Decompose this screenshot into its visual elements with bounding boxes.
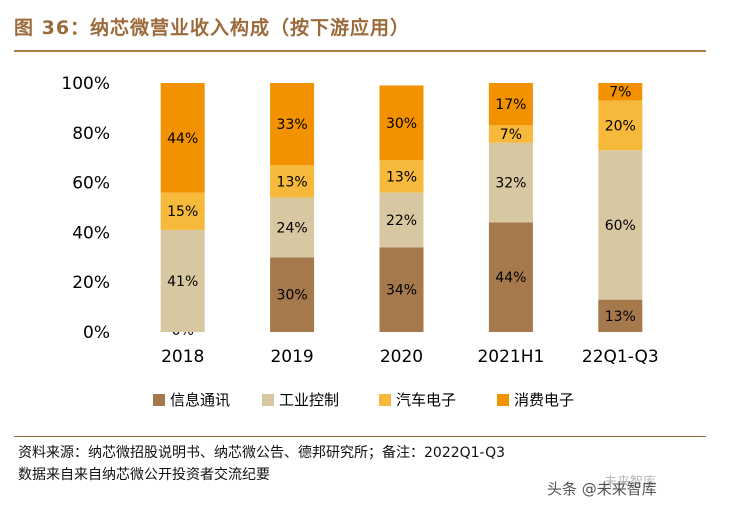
bar-segment-1: [160, 229, 205, 332]
bar-segment-2: [598, 100, 643, 151]
bar-segment-0: [379, 247, 424, 332]
data-label: 30%: [277, 288, 308, 304]
data-label: 15%: [167, 204, 198, 220]
y-tick-label: 0%: [83, 323, 110, 343]
watermark-faint: 未来智库: [604, 475, 657, 490]
data-label: 34%: [386, 283, 417, 299]
bar-segment-1: [379, 192, 424, 248]
data-label: 44%: [495, 270, 526, 286]
bar-segment-3: [270, 83, 315, 166]
data-label: 33%: [277, 117, 308, 133]
legend-label: 工业控制: [279, 391, 339, 409]
data-label: 24%: [277, 220, 308, 236]
bar-segment-2: [160, 192, 205, 230]
bar-segment-3: [488, 83, 533, 126]
bar-segment-3: [379, 85, 424, 161]
bar-segment-2: [488, 125, 533, 143]
legend-swatch: [153, 394, 165, 406]
data-label: 30%: [386, 116, 417, 132]
data-label: 60%: [605, 218, 636, 234]
bar-segment-0: [598, 299, 643, 332]
source-line-1: 资料来源：纳芯微招股说明书、纳芯微公告、德邦研究所；备注：2022Q1-Q3: [18, 445, 506, 461]
y-tick-label: 40%: [72, 223, 110, 243]
bar-segment-1: [598, 150, 643, 300]
data-label: 7%: [500, 127, 522, 143]
legend-swatch: [262, 394, 274, 406]
y-tick-label: 20%: [72, 273, 110, 293]
data-label: 7%: [609, 85, 631, 101]
chart-title: 图 36：纳芯微营业收入构成（按下游应用）: [14, 17, 411, 39]
legend-swatch: [379, 394, 391, 406]
y-tick-label: 100%: [61, 74, 110, 94]
x-tick-label: 22Q1-Q3: [582, 347, 659, 367]
x-tick-label: 2019: [270, 347, 313, 367]
bar-segment-3: [598, 83, 643, 101]
bar-segment-0: [270, 257, 315, 332]
data-label: 13%: [386, 169, 417, 185]
bar-segment-2: [379, 160, 424, 193]
data-label: 22%: [386, 213, 417, 229]
data-label: 17%: [495, 97, 526, 113]
data-label: 13%: [277, 174, 308, 190]
bar-segment-1: [270, 197, 315, 258]
data-label: 41%: [167, 274, 198, 290]
legend-label: 信息通讯: [170, 391, 230, 409]
legend-label: 消费电子: [514, 391, 574, 409]
bar-segment-3: [160, 83, 205, 193]
source-line-2: 数据来自来自纳芯微公开投资者交流纪要: [18, 467, 270, 483]
stacked-bar-chart: 0%20%40%60%80%100%0%41%15%44%201830%24%1…: [61, 74, 659, 409]
data-label: 44%: [167, 131, 198, 147]
footer-divider: [14, 436, 706, 437]
watermark: 头条 @未来智库: [547, 480, 657, 498]
x-tick-label: 2020: [380, 347, 423, 367]
legend-label: 汽车电子: [396, 391, 456, 409]
legend-swatch: [497, 394, 509, 406]
data-label: 13%: [605, 309, 636, 325]
title-divider: [14, 50, 706, 52]
data-label: 32%: [495, 176, 526, 192]
bar-segment-2: [270, 165, 315, 198]
bar-segment-1: [488, 142, 533, 223]
x-tick-label: 2018: [161, 347, 204, 367]
x-tick-label: 2021H1: [477, 347, 544, 367]
y-tick-label: 60%: [72, 174, 110, 194]
data-label: 20%: [605, 118, 636, 134]
y-tick-label: 80%: [72, 124, 110, 144]
bar-segment-0: [488, 222, 533, 332]
source-note: 资料来源：纳芯微招股说明书、纳芯微公告、德邦研究所；备注：2022Q1-Q3 数…: [18, 442, 708, 486]
